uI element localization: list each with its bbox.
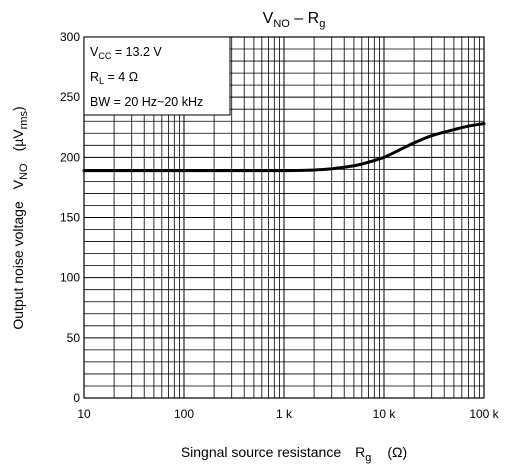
- x-tick-label: 10: [77, 407, 91, 421]
- condition-bw: BW = 20 Hz~20 kHz: [90, 95, 203, 109]
- y-tick-label: 300: [60, 30, 80, 44]
- x-tick-label: 1 k: [276, 407, 293, 421]
- x-tick-labels: 10 100 1 k 10 k 100 k: [77, 407, 499, 421]
- condition-rl: RL = 4 Ω: [90, 70, 138, 86]
- conditions-box: VCC = 13.2 V RL = 4 Ω BW = 20 Hz~20 kHz: [83, 36, 231, 116]
- x-tick-label: 10 k: [373, 407, 397, 421]
- y-axis-label: Output noise voltageVNO(µVrms): [10, 106, 30, 329]
- x-tick-label: 100: [174, 407, 194, 421]
- y-tick-label: 50: [67, 331, 81, 345]
- x-tick-label: 100 k: [469, 407, 499, 421]
- chart-title: VNO – Rg: [263, 10, 326, 30]
- y-tick-label: 0: [73, 391, 80, 405]
- series-line: [82, 122, 486, 173]
- y-tick-label: 250: [60, 90, 80, 104]
- y-tick-label: 150: [60, 211, 80, 225]
- y-tick-label: 100: [60, 271, 80, 285]
- y-tick-labels: 0 50 100 150 200 250 300: [60, 30, 80, 405]
- plot-frame: [83, 36, 485, 399]
- condition-vcc: VCC = 13.2 V: [90, 45, 162, 61]
- x-axis-label: Singnal source resistance Rg (Ω): [181, 444, 407, 464]
- y-tick-label: 200: [60, 150, 80, 164]
